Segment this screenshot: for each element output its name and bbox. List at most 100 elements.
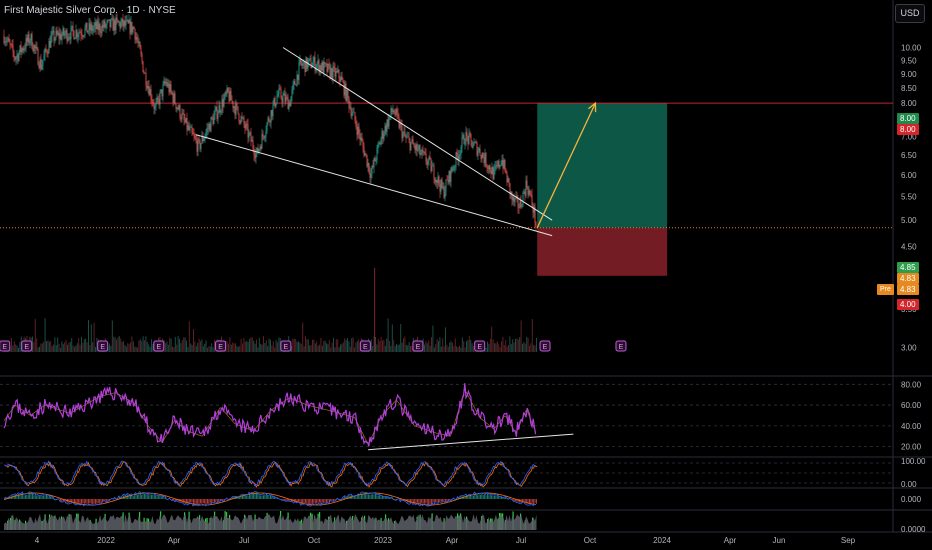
candle-body: [164, 81, 166, 84]
candle-body: [259, 146, 261, 150]
volume-bar: [236, 345, 238, 352]
volume-bar: [191, 345, 193, 352]
macd-bar: [354, 496, 355, 499]
volume-bar: [352, 337, 354, 352]
macd-bar: [138, 494, 140, 499]
volume-bar: [293, 339, 295, 352]
macd-bar: [34, 494, 36, 499]
candle-body: [201, 135, 203, 144]
candle-body: [128, 20, 130, 24]
macd-bar: [321, 499, 323, 503]
candle-body: [233, 106, 235, 109]
macd-bar: [13, 495, 15, 499]
macd-bar: [359, 495, 361, 499]
candle-body: [95, 22, 97, 29]
volume-bar: [358, 339, 360, 352]
candle-body: [525, 180, 527, 196]
candle-body: [526, 180, 528, 188]
macd-bar: [319, 499, 320, 503]
candle-body: [460, 147, 462, 155]
volume-bar: [467, 340, 469, 352]
candle-body: [193, 134, 195, 137]
volume-bar: [327, 344, 329, 352]
macd-bar: [419, 499, 421, 505]
macd-bar: [299, 499, 301, 502]
candle-body: [391, 108, 393, 112]
macd-bar: [333, 499, 334, 501]
volume-bar: [340, 344, 341, 352]
candle-body: [244, 124, 246, 129]
macd-bar: [268, 496, 270, 499]
macd-bar: [281, 499, 283, 500]
macd-bar: [96, 499, 98, 504]
candle-body: [191, 127, 193, 133]
macd-bar: [102, 499, 103, 502]
macd-bar: [282, 499, 284, 501]
volume-bar: [429, 345, 431, 352]
macd-bar: [512, 499, 514, 500]
candle-body: [13, 51, 15, 57]
volume-bar: [214, 339, 215, 352]
candle-body: [162, 84, 164, 97]
volume-bar: [523, 341, 525, 352]
volume-bar: [137, 347, 138, 352]
candle-body: [19, 45, 21, 53]
candle-body: [355, 120, 357, 127]
candle-body: [294, 81, 296, 85]
stop-price-tag: 4.00: [897, 299, 919, 310]
candle-body: [82, 35, 84, 37]
candle-body: [416, 144, 418, 151]
volume-bar: [268, 338, 270, 352]
volume-bar: [306, 338, 308, 352]
candle-body: [387, 119, 389, 127]
candle-body: [59, 33, 61, 39]
candle-body: [17, 54, 19, 61]
candle-body: [271, 110, 273, 117]
candle-body: [502, 160, 504, 169]
candle-body: [343, 81, 345, 96]
volume-bar: [132, 341, 134, 352]
macd-bar: [302, 499, 304, 504]
candle-body: [225, 92, 227, 94]
currency-selector[interactable]: USD: [895, 4, 925, 23]
macd-bar: [309, 499, 311, 505]
macd-bar: [97, 499, 99, 504]
macd-bar: [5, 497, 7, 499]
volume-bar: [166, 341, 168, 352]
candle-body: [404, 132, 406, 137]
candle-body: [528, 190, 530, 195]
candle-body: [145, 72, 147, 86]
candle-body: [417, 149, 419, 151]
candle-body: [461, 136, 463, 148]
candle-body: [331, 68, 333, 79]
volume-bar: [51, 346, 53, 352]
volume-bar: [404, 336, 406, 352]
candle-body: [319, 65, 321, 73]
volume-bar: [310, 345, 312, 352]
macd-bar: [288, 499, 290, 501]
candle-body: [509, 182, 511, 195]
candle-body: [168, 83, 170, 93]
macd-bar: [376, 495, 378, 499]
candle-body: [529, 190, 531, 195]
candle-body: [236, 103, 238, 107]
candle-body: [397, 113, 399, 117]
candle-body: [170, 84, 172, 92]
candle-body: [3, 35, 5, 43]
volume-bar: [39, 346, 40, 352]
candle-body: [64, 33, 66, 36]
macd-bar: [515, 499, 516, 502]
candle-body: [487, 167, 489, 170]
macd-bar: [468, 495, 470, 499]
macd-bar: [246, 495, 248, 499]
volume-bar: [302, 322, 304, 352]
macd-bar: [215, 499, 217, 502]
candle-body: [511, 192, 513, 201]
candle-body: [322, 62, 324, 73]
candle-body: [198, 139, 200, 140]
candle-body: [130, 21, 132, 34]
macd-bar: [188, 499, 190, 504]
candle-body: [335, 71, 337, 77]
macd-bar: [522, 499, 523, 503]
